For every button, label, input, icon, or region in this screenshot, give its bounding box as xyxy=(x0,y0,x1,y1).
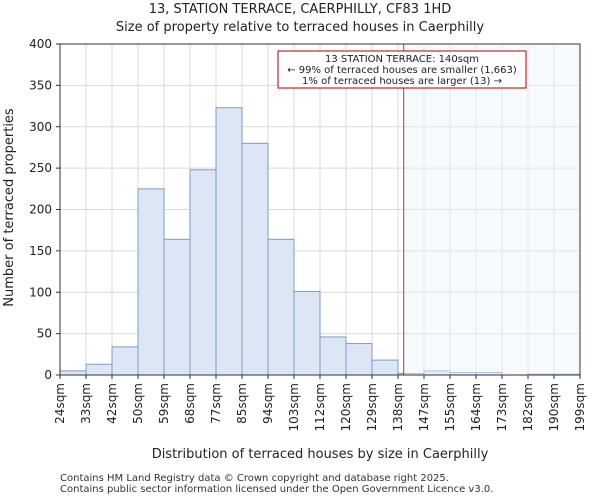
bar-59sqm xyxy=(163,238,191,376)
annotation-box: 13 STATION TERRACE: 140sqm← 99% of terra… xyxy=(277,50,527,89)
bar-94sqm xyxy=(267,238,295,376)
x-tick-label: 173sqm xyxy=(495,383,509,431)
y-tick-label: 200 xyxy=(29,203,52,217)
x-tick-label: 77sqm xyxy=(209,383,223,424)
y-tick-label: 100 xyxy=(29,285,52,299)
x-tick-label: 68sqm xyxy=(183,383,197,424)
bar-77sqm xyxy=(215,107,243,376)
x-tick-label: 138sqm xyxy=(391,383,405,431)
bars-layer xyxy=(59,107,581,376)
x-tick-label: 33sqm xyxy=(79,383,93,424)
x-tick-label: 129sqm xyxy=(365,383,379,431)
footer-attribution: Contains HM Land Registry data © Crown c… xyxy=(60,473,493,495)
y-tick-label: 300 xyxy=(29,120,52,134)
annotation-line-2: ← 99% of terraced houses are smaller (1,… xyxy=(287,65,517,76)
x-tick-label: 94sqm xyxy=(261,383,275,424)
x-tick-label: 112sqm xyxy=(313,383,327,431)
chart-subtitle: Size of property relative to terraced ho… xyxy=(115,20,485,35)
y-axis-ticks: 0 50 100 150 200 250 300 350 400 xyxy=(29,37,60,382)
bar-50sqm xyxy=(137,188,165,376)
y-tick-label: 0 xyxy=(44,368,52,382)
marker-layer xyxy=(403,44,580,375)
bar-129sqm xyxy=(371,359,399,376)
y-tick-label: 250 xyxy=(29,161,52,175)
x-axis-label: Distribution of terraced houses by size … xyxy=(152,447,489,462)
x-tick-label: 120sqm xyxy=(339,383,353,431)
chart-title: 13, STATION TERRACE, CAERPHILLY, CF83 1H… xyxy=(148,2,452,17)
x-tick-label: 199sqm xyxy=(573,383,587,431)
annotation-line-3: 1% of terraced houses are larger (13) → xyxy=(302,76,502,87)
x-tick-label: 182sqm xyxy=(521,383,535,431)
x-tick-label: 59sqm xyxy=(157,383,171,424)
x-tick-label: 155sqm xyxy=(443,383,457,431)
y-axis-label: Number of terraced properties xyxy=(2,108,17,307)
x-tick-label: 190sqm xyxy=(547,383,561,431)
y-tick-label: 350 xyxy=(29,78,52,92)
larger-region-shade xyxy=(403,44,580,375)
footer-line-1: Contains HM Land Registry data © Crown c… xyxy=(60,473,449,484)
bar-85sqm xyxy=(241,142,269,376)
bar-68sqm xyxy=(189,169,217,376)
bar-103sqm xyxy=(293,290,321,376)
annotation-frame xyxy=(277,50,527,89)
x-tick-label: 85sqm xyxy=(235,383,249,424)
x-tick-label: 103sqm xyxy=(287,383,301,431)
y-tick-label: 50 xyxy=(37,327,52,341)
x-axis-ticks: 24sqm 33sqm 42sqm 50sqm 59sqm 68sqm 77sqm 85sqm… xyxy=(53,375,587,431)
x-tick-label: 147sqm xyxy=(417,383,431,431)
bar-112sqm xyxy=(319,336,347,376)
annotation-line-1: 13 STATION TERRACE: 140sqm xyxy=(325,54,479,65)
x-tick-label: 24sqm xyxy=(53,383,67,424)
y-tick-label: 400 xyxy=(29,37,52,51)
footer-line-2: Contains public sector information licen… xyxy=(60,484,494,495)
bar-120sqm xyxy=(345,343,373,376)
x-tick-label: 50sqm xyxy=(131,383,145,424)
bar-24sqm xyxy=(59,370,87,376)
y-tick-label: 150 xyxy=(29,244,52,258)
x-tick-label: 42sqm xyxy=(105,383,119,424)
bar-33sqm xyxy=(85,363,113,376)
bar-42sqm xyxy=(111,346,139,376)
x-tick-label: 164sqm xyxy=(469,383,483,431)
